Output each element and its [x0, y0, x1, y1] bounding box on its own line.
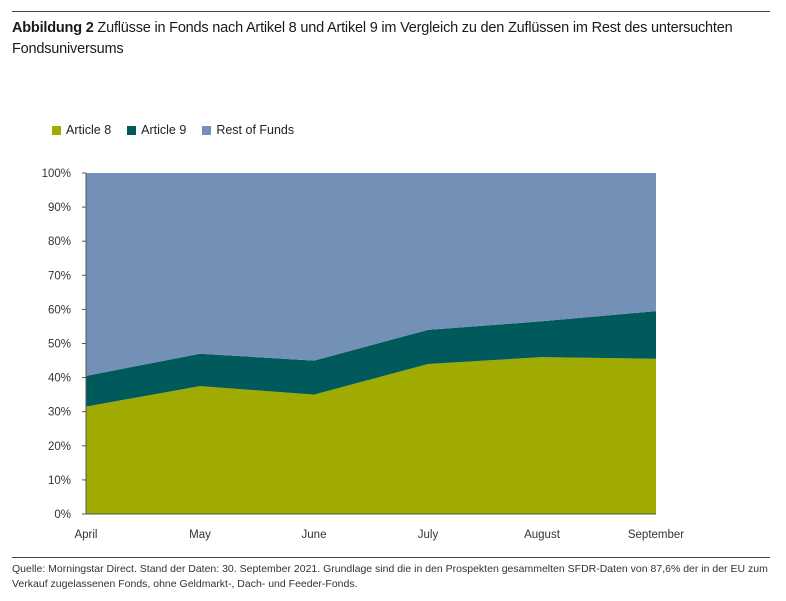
y-tick-label: 40%: [48, 373, 71, 385]
source-note: Quelle: Morningstar Direct. Stand der Da…: [12, 563, 768, 590]
y-tick-label: 50%: [48, 339, 71, 351]
area-article-9: [86, 311, 656, 407]
chart-legend: Article 8 Article 9 Rest of Funds: [52, 123, 294, 137]
y-tick-label: 20%: [48, 441, 71, 453]
bottom-rule: [12, 557, 770, 558]
x-tick-label: September: [628, 529, 684, 541]
figure-title: Abbildung 2 Zuflüsse in Fonds nach Artik…: [12, 18, 770, 60]
x-tick-label: July: [418, 529, 439, 541]
legend-item-article-9: Article 9: [127, 123, 186, 137]
legend-item-rest-of-funds: Rest of Funds: [202, 123, 294, 137]
legend-swatch-article-9: [127, 125, 137, 135]
y-tick-label: 90%: [48, 202, 71, 214]
legend-item-article-8: Article 8: [52, 123, 111, 137]
y-tick-label: 100%: [42, 168, 71, 180]
legend-label-article-9: Article 9: [141, 123, 187, 137]
legend-swatch-article-8: [52, 125, 61, 135]
y-tick-label: 70%: [48, 270, 71, 282]
legend-label-article-8: Article 8: [66, 123, 112, 137]
figure-title-prefix: Abbildung 2: [12, 20, 94, 36]
y-tick-label: 80%: [48, 236, 71, 248]
y-tick-label: 0%: [54, 509, 71, 521]
x-tick-label: April: [74, 529, 97, 541]
top-rule: [12, 11, 770, 12]
area-article-8: [86, 357, 656, 514]
legend-label-rest-of-funds: Rest of Funds: [216, 123, 295, 137]
figure-title-text: Zuflüsse in Fonds nach Artikel 8 und Art…: [12, 20, 733, 57]
y-tick-label: 10%: [48, 475, 71, 487]
area-rest-of-funds: [86, 173, 656, 376]
x-tick-label: June: [302, 529, 327, 541]
y-tick-label: 30%: [48, 407, 71, 419]
x-tick-label: May: [189, 529, 211, 541]
legend-swatch-rest-of-funds: [202, 125, 212, 135]
y-tick-label: 60%: [48, 304, 71, 316]
x-tick-label: August: [524, 529, 561, 541]
